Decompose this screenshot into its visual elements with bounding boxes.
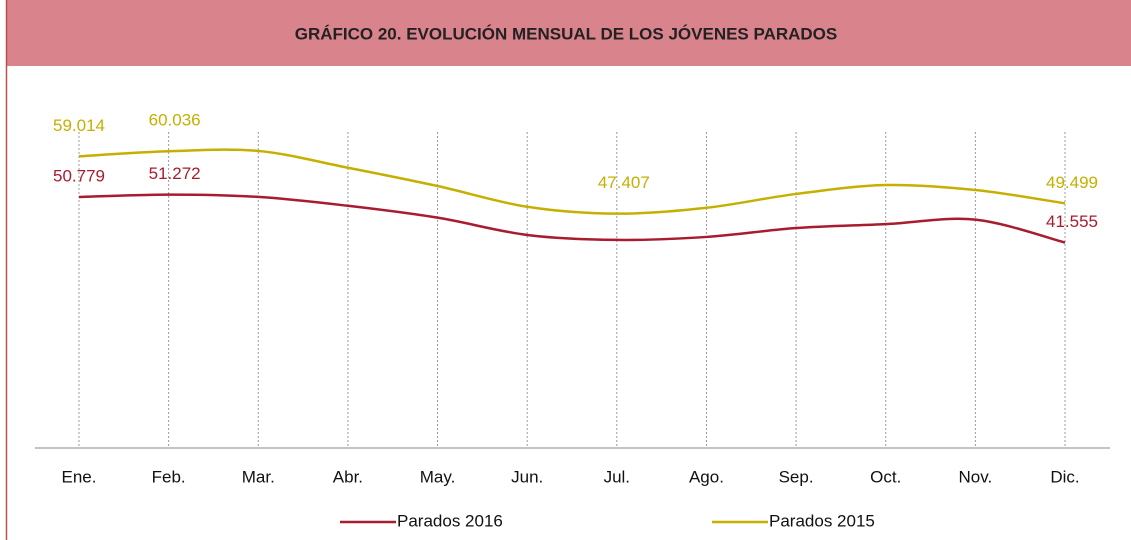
x-tick-label: May.: [420, 467, 456, 486]
data-label: 59.014: [53, 116, 105, 135]
data-label: 60.036: [149, 111, 201, 130]
x-tick-label: Jul.: [604, 467, 630, 486]
x-tick-label: Sep.: [779, 467, 814, 486]
data-label: 41.555: [1046, 212, 1098, 231]
title-band: [6, 0, 1131, 66]
data-label: 47.407: [598, 173, 650, 192]
x-tick-label: Oct.: [870, 467, 901, 486]
x-tick-label: Jun.: [511, 467, 543, 486]
data-label: 49.499: [1046, 173, 1098, 192]
x-tick-label: Mar.: [242, 467, 275, 486]
x-tick-label: Dic.: [1050, 467, 1079, 486]
chart-title: GRÁFICO 20. EVOLUCIÓN MENSUAL DE LOS JÓV…: [295, 24, 838, 43]
x-tick-label: Abr.: [333, 467, 363, 486]
x-tick-label: Nov.: [959, 467, 993, 486]
line: [78, 193, 1066, 244]
line: [78, 148, 1066, 215]
x-tick-label: Feb.: [152, 467, 186, 486]
x-tick-label: Ago.: [689, 467, 724, 486]
x-tick-label: Ene.: [62, 467, 97, 486]
legend-label: Parados 2015: [769, 511, 875, 530]
data-label: 51.272: [149, 164, 201, 183]
legend-label: Parados 2016: [397, 511, 503, 530]
data-label: 50.779: [53, 166, 105, 185]
